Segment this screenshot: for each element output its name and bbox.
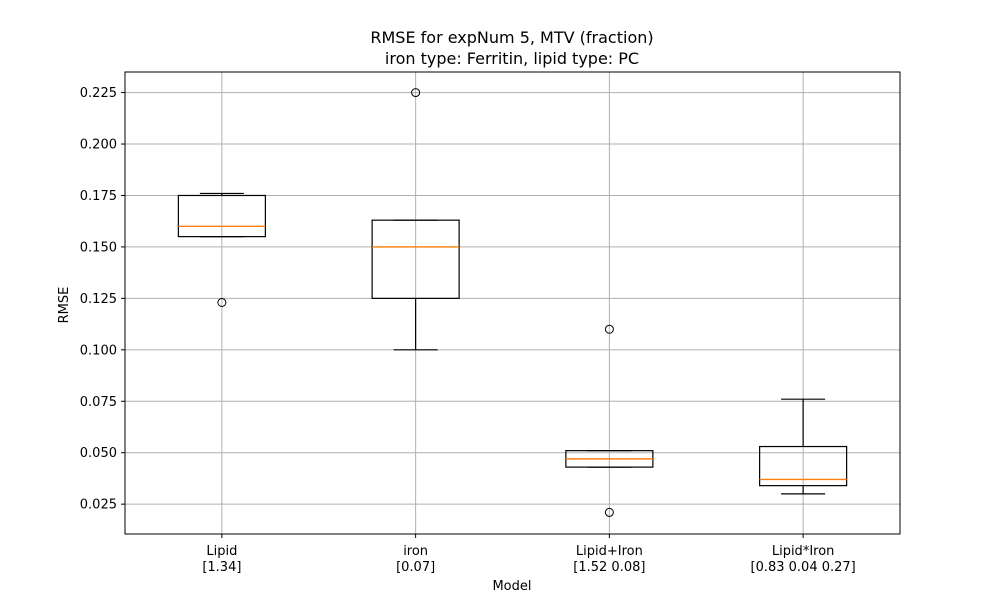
outlier-point	[604, 324, 614, 334]
outlier-point	[604, 507, 614, 517]
y-tick-label: 0.125	[80, 292, 117, 307]
y-tick-label: 0.050	[80, 446, 117, 461]
box-layer	[177, 88, 848, 517]
x-tick-label: Lipid	[206, 544, 237, 559]
x-tick-sublabel: [0.83 0.04 0.27]	[751, 560, 856, 575]
y-tick-label: 0.175	[80, 189, 117, 204]
y-tick-label: 0.150	[80, 240, 117, 255]
x-tick-sublabel: [1.52 0.08]	[573, 560, 645, 575]
y-tick-label: 0.075	[80, 395, 117, 410]
y-tick-label: 0.025	[80, 498, 117, 513]
box-group	[565, 324, 654, 517]
box-group	[371, 88, 460, 351]
outlier-point	[411, 88, 421, 98]
tick-layer: 0.025 0.050 0.075 0.100 0.125 0.150 0.175 0.200…	[80, 86, 856, 575]
outlier-point	[217, 297, 227, 307]
x-tick-label: Lipid*Iron	[772, 544, 835, 559]
x-tick-label: Lipid+Iron	[576, 544, 643, 559]
y-tick-label: 0.225	[80, 86, 117, 101]
chart-title: RMSE for expNum 5, MTV (fraction)	[370, 28, 653, 47]
y-tick-label: 0.100	[80, 343, 117, 358]
iqr-box	[759, 445, 848, 487]
box-group	[177, 192, 266, 307]
x-tick-label: iron	[403, 544, 428, 559]
x-axis-label: Model	[492, 579, 531, 594]
iqr-box	[371, 219, 460, 299]
plot-frame	[124, 71, 901, 535]
y-tick-label: 0.200	[80, 138, 117, 153]
grid-layer	[125, 72, 900, 534]
x-tick-sublabel: [0.07]	[396, 560, 435, 575]
x-tick-sublabel: [1.34]	[202, 560, 241, 575]
chart-subtitle: iron type: Ferritin, lipid type: PC	[385, 49, 639, 68]
box-group	[759, 398, 848, 495]
iqr-box	[177, 194, 266, 238]
y-axis-label: RMSE	[57, 287, 72, 324]
